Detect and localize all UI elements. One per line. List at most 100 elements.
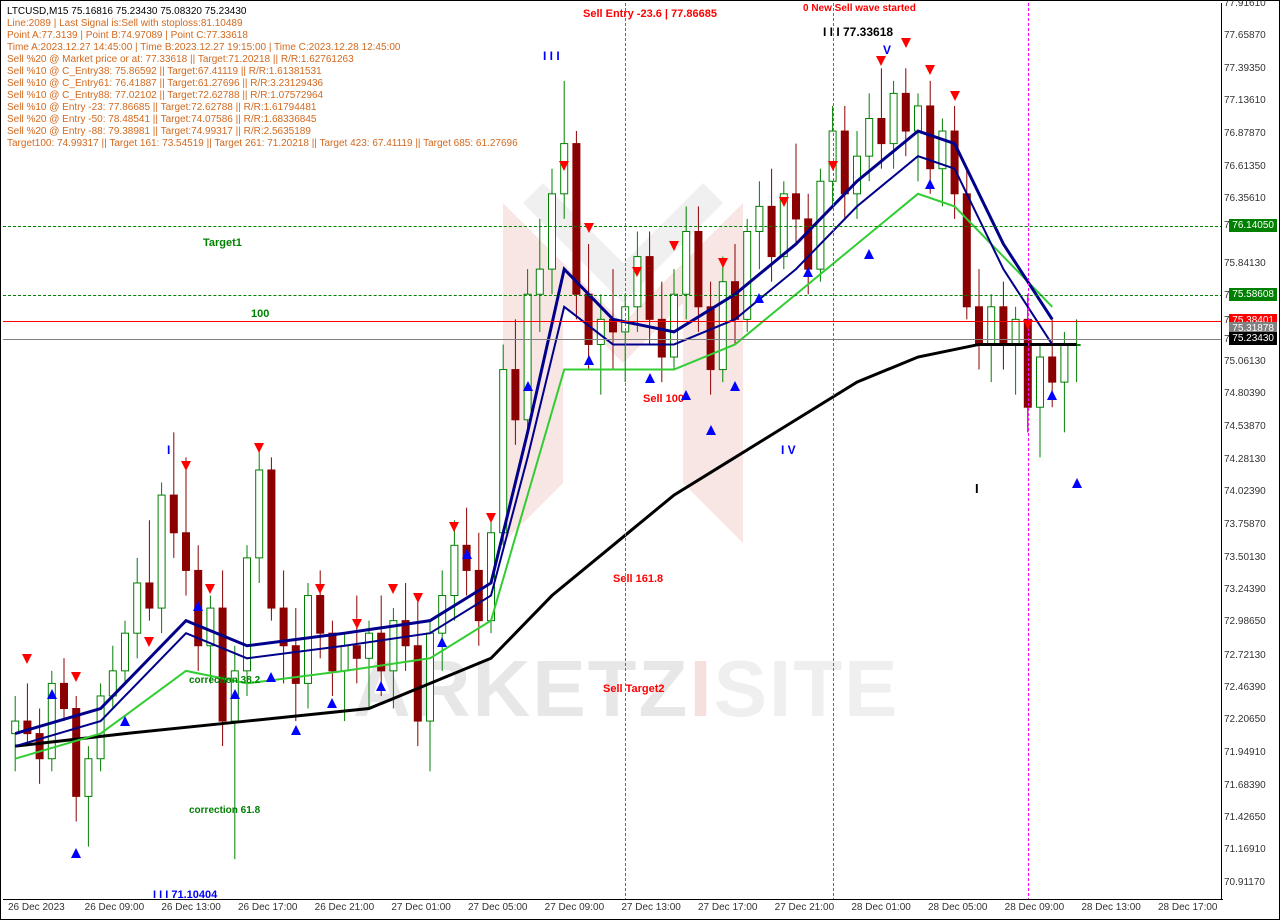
- y-tick: 77.65870: [1224, 30, 1266, 41]
- arrow-down-icon: [388, 584, 398, 594]
- y-tick: 72.72130: [1224, 650, 1266, 661]
- arrow-up-icon: [706, 425, 716, 435]
- y-tick: 76.35610: [1224, 193, 1266, 204]
- y-tick: 72.20650: [1224, 714, 1266, 725]
- y-tick: 70.91170: [1224, 877, 1265, 888]
- y-tick: 77.91610: [1224, 0, 1266, 9]
- arrow-down-icon: [950, 91, 960, 101]
- arrow-down-icon: [352, 619, 362, 629]
- info-line3: Point A:77.3139 | Point B:74.97089 | Poi…: [7, 30, 248, 41]
- x-tick: 27 Dec 17:00: [698, 902, 758, 913]
- arrow-down-icon: [22, 654, 32, 664]
- info-line2: Line:2089 | Last Signal is:Sell with sto…: [7, 18, 243, 29]
- y-tick: 74.02390: [1224, 486, 1266, 497]
- y-axis: 77.91610 77.65870 77.39350 77.13610 76.87870…: [1221, 3, 1277, 901]
- price-label: 75.23430: [1229, 332, 1277, 345]
- info-line12: Target100: 74.99317 || Target 161: 73.54…: [7, 138, 518, 149]
- chart-area[interactable]: ARKETZISITE LTCUSD,M15 75.16816 75.23430…: [3, 3, 1223, 901]
- y-tick: 72.46390: [1224, 682, 1266, 693]
- y-tick: 74.80390: [1224, 388, 1266, 399]
- x-tick: 27 Dec 21:00: [775, 902, 835, 913]
- target1-label: Target1: [203, 237, 242, 249]
- x-tick: 27 Dec 09:00: [545, 902, 605, 913]
- arrow-up-icon: [645, 373, 655, 383]
- wave-started-label: 0 New Sell wave started: [803, 3, 916, 14]
- arrow-up-icon: [754, 293, 764, 303]
- x-tick: 26 Dec 21:00: [315, 902, 375, 913]
- y-tick: 76.87870: [1224, 128, 1266, 139]
- y-tick: 77.39350: [1224, 63, 1266, 74]
- sell-100-label: Sell 100: [643, 393, 684, 405]
- y-tick: 76.61350: [1224, 161, 1266, 172]
- arrow-down-icon: [632, 267, 642, 277]
- x-tick: 28 Dec 05:00: [928, 902, 988, 913]
- chart-container: ARKETZISITE LTCUSD,M15 75.16816 75.23430…: [0, 0, 1280, 920]
- y-tick: 73.75870: [1224, 519, 1266, 530]
- y-tick: 71.68390: [1224, 780, 1266, 791]
- info-line7: Sell %10 @ C_Entry61: 76.41887 || Target…: [7, 78, 323, 89]
- info-line9: Sell %10 @ Entry -23: 77.86685 || Target…: [7, 102, 316, 113]
- y-tick: 71.42650: [1224, 812, 1266, 823]
- arrow-up-icon: [803, 267, 813, 277]
- sell-161-label: Sell 161.8: [613, 573, 663, 585]
- x-tick: 28 Dec 17:00: [1158, 902, 1218, 913]
- horizontal-line: [3, 339, 1223, 340]
- arrow-up-icon: [230, 689, 240, 699]
- arrow-down-icon: [901, 38, 911, 48]
- price-label: 75.58608: [1229, 288, 1277, 301]
- x-tick: 27 Dec 13:00: [621, 902, 681, 913]
- arrow-up-icon: [120, 716, 130, 726]
- level-100-label: 100: [251, 308, 269, 320]
- wave-i-black: I: [975, 481, 979, 496]
- arrow-down-icon: [144, 637, 154, 647]
- horizontal-line: [3, 226, 1223, 227]
- arrow-up-icon: [327, 698, 337, 708]
- arrow-down-icon: [876, 56, 886, 66]
- arrow-down-icon: [449, 522, 459, 532]
- correction-61: correction 61.8: [189, 805, 260, 816]
- arrow-down-icon: [828, 161, 838, 171]
- x-tick: 26 Dec 17:00: [238, 902, 298, 913]
- arrow-up-icon: [437, 637, 447, 647]
- arrow-down-icon: [205, 584, 215, 594]
- sell-target2-label: Sell Target2: [603, 683, 665, 695]
- sell-entry-label: Sell Entry -23.6 | 77.86685: [583, 8, 717, 20]
- arrow-up-icon: [193, 601, 203, 611]
- x-tick: 26 Dec 13:00: [161, 902, 221, 913]
- arrow-up-icon: [71, 848, 81, 858]
- y-tick: 74.53870: [1224, 421, 1266, 432]
- x-tick: 27 Dec 05:00: [468, 902, 528, 913]
- arrow-up-icon: [864, 249, 874, 259]
- wave-iii-blue: I I I: [543, 49, 560, 63]
- x-axis: 26 Dec 202326 Dec 09:0026 Dec 13:0026 De…: [3, 899, 1223, 917]
- info-line8: Sell %10 @ C_Entry88: 77.02102 || Target…: [7, 90, 323, 101]
- y-tick: 74.28130: [1224, 454, 1266, 465]
- arrow-up-icon: [925, 179, 935, 189]
- arrow-down-icon: [925, 65, 935, 75]
- price-label: 76.14050: [1229, 219, 1277, 232]
- arrow-up-icon: [376, 681, 386, 691]
- y-tick: 71.16910: [1224, 844, 1266, 855]
- arrow-up-icon: [291, 725, 301, 735]
- wave-iv: I V: [781, 443, 796, 457]
- arrow-down-icon: [559, 161, 569, 171]
- y-tick: 73.24390: [1224, 584, 1266, 595]
- info-line10: Sell %20 @ Entry -50: 78.48541 || Target…: [7, 114, 316, 125]
- arrow-down-icon: [718, 258, 728, 268]
- x-tick: 26 Dec 2023: [8, 902, 65, 913]
- arrow-up-icon: [1047, 390, 1057, 400]
- vertical-line: [625, 3, 626, 901]
- y-tick: 77.13610: [1224, 95, 1266, 106]
- arrow-up-icon: [681, 390, 691, 400]
- y-tick: 72.98650: [1224, 616, 1266, 627]
- arrow-down-icon: [779, 197, 789, 207]
- arrow-up-icon: [523, 381, 533, 391]
- vertical-line: [1028, 3, 1029, 901]
- x-tick: 28 Dec 13:00: [1081, 902, 1141, 913]
- arrow-down-icon: [1023, 320, 1033, 330]
- arrow-up-icon: [730, 381, 740, 391]
- arrow-down-icon: [413, 593, 423, 603]
- arrow-up-icon: [47, 689, 57, 699]
- arrow-down-icon: [584, 223, 594, 233]
- info-line5: Sell %20 @ Market price or at: 77.33618 …: [7, 54, 354, 65]
